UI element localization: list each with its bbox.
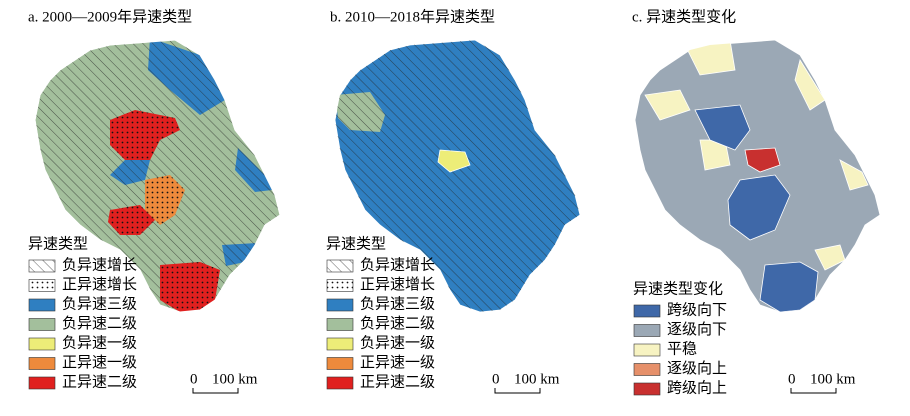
panel-title: b. 2010—2018年异速类型 bbox=[330, 8, 495, 25]
map-c bbox=[634, 39, 881, 313]
legend-label: 负异速二级 bbox=[360, 315, 435, 332]
legend-label: 逐级向下 bbox=[667, 321, 727, 338]
scale-label: 100 km bbox=[810, 371, 856, 387]
legend-swatch-pattern bbox=[327, 279, 353, 292]
scale-label: 100 km bbox=[212, 371, 258, 387]
legend-swatch-pattern bbox=[327, 260, 353, 272]
legend-label: 负异速三级 bbox=[360, 295, 435, 312]
scale-label: 100 km bbox=[514, 371, 560, 387]
legend-swatch bbox=[28, 357, 56, 370]
legend-swatch bbox=[326, 298, 354, 312]
legend-label: 逐级向上 bbox=[667, 360, 727, 377]
scale-bar bbox=[790, 388, 837, 394]
legend-title: 异速类型 bbox=[326, 235, 386, 252]
legend-swatch bbox=[633, 382, 661, 396]
legend-label: 正异速二级 bbox=[360, 373, 435, 390]
scale-zero: 0 bbox=[492, 371, 500, 387]
legend-swatch bbox=[326, 318, 354, 331]
legend-swatch bbox=[326, 376, 354, 390]
legend-swatch bbox=[326, 337, 354, 351]
legend-swatch bbox=[633, 304, 661, 318]
legend-label: 负异速增长 bbox=[62, 256, 137, 273]
panel-title: a. 2000—2009年异速类型 bbox=[28, 8, 192, 25]
scale-zero: 0 bbox=[190, 371, 198, 387]
legend-label: 跨级向上 bbox=[667, 379, 727, 396]
legend-label: 跨级向下 bbox=[667, 301, 727, 318]
legend-swatch bbox=[633, 343, 661, 357]
legend-swatch bbox=[633, 324, 661, 337]
scale-bar bbox=[192, 388, 239, 394]
scale-zero: 0 bbox=[788, 371, 796, 387]
legend-swatch bbox=[326, 357, 354, 370]
legend-label: 正异速一级 bbox=[360, 354, 435, 371]
legend-title: 异速类型变化 bbox=[633, 280, 723, 297]
legend-label: 平稳 bbox=[667, 340, 697, 357]
legend-swatch-pattern bbox=[29, 260, 55, 272]
legend-title: 异速类型 bbox=[28, 235, 88, 252]
legend-label: 负异速一级 bbox=[62, 334, 137, 351]
legend-swatch bbox=[633, 363, 661, 376]
legend-swatch bbox=[28, 337, 56, 351]
legend-label: 正异速增长 bbox=[62, 276, 137, 293]
legend-label: 正异速二级 bbox=[62, 373, 137, 390]
legend-swatch bbox=[28, 298, 56, 312]
panel-title: c. 异速类型变化 bbox=[632, 8, 736, 25]
legend-label: 负异速增长 bbox=[360, 256, 435, 273]
legend-label: 负异速一级 bbox=[360, 334, 435, 351]
scale-bar bbox=[494, 388, 541, 394]
legend-label: 负异速三级 bbox=[62, 295, 137, 312]
legend-swatch-pattern bbox=[29, 279, 55, 292]
legend-label: 正异速增长 bbox=[360, 276, 435, 293]
legend-swatch bbox=[28, 376, 56, 390]
legend-label: 正异速一级 bbox=[62, 354, 137, 371]
legend-label: 负异速二级 bbox=[62, 315, 137, 332]
legend-swatch bbox=[28, 318, 56, 331]
